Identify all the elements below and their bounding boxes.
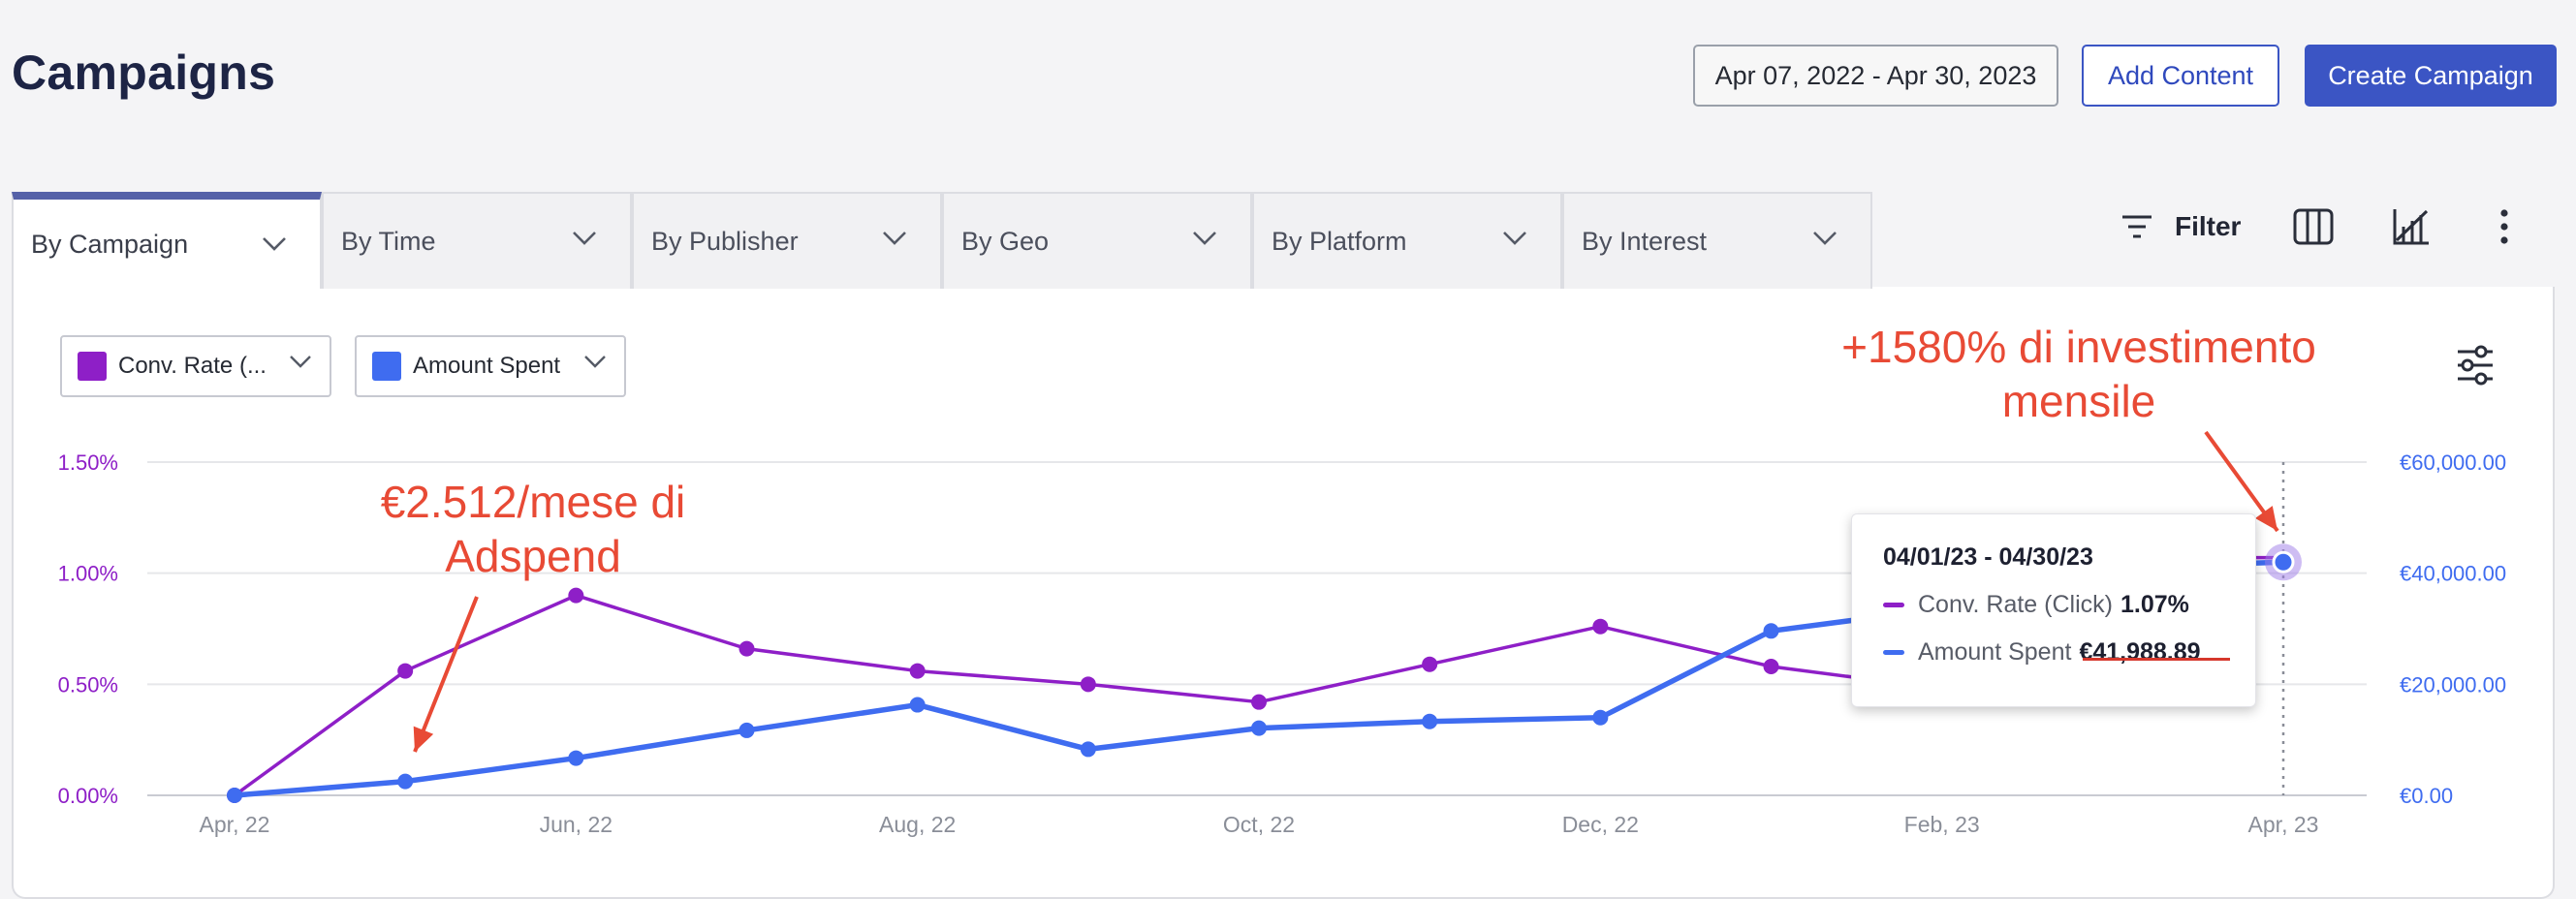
tab-by-publisher[interactable]: By Publisher	[632, 192, 942, 289]
columns-button[interactable]	[2293, 203, 2334, 250]
filter-icon	[2122, 215, 2152, 238]
chart-toggle-button[interactable]	[2392, 203, 2431, 250]
tooltip-value-underline	[2083, 658, 2230, 661]
metric-selector-label: Amount Spent	[413, 353, 561, 379]
tab-label: By Campaign	[31, 229, 189, 259]
create-campaign-button[interactable]: Create Campaign	[2305, 45, 2557, 107]
tooltip-label: Conv. Rate (Click)	[1918, 591, 2113, 618]
tab-by-interest[interactable]: By Interest	[1562, 192, 1872, 289]
annotation-right: +1580% di investimento mensile	[1841, 322, 2316, 426]
tooltip-value: 1.07%	[2120, 591, 2189, 618]
filter-button[interactable]: Filter	[2120, 203, 2241, 250]
tooltip-value: €41,988.89	[2079, 638, 2201, 666]
columns-icon	[2293, 208, 2334, 245]
tooltip-label: Amount Spent	[1918, 638, 2072, 666]
chevron-down-icon	[290, 356, 311, 368]
date-range-button[interactable]: Apr 07, 2022 - Apr 30, 2023	[1693, 45, 2058, 107]
annotation-left: €2.512/mese di Adspend	[380, 477, 686, 581]
tab-label: By Platform	[1272, 226, 1407, 256]
chart-settings-icon[interactable]	[2456, 345, 2495, 386]
tab-label: By Geo	[961, 226, 1050, 256]
page-title: Campaigns	[12, 46, 276, 100]
swatch-blue	[372, 352, 401, 381]
tab-by-platform[interactable]: By Platform	[1252, 192, 1562, 289]
more-options-button[interactable]	[2498, 203, 2510, 250]
chevron-down-icon	[584, 356, 606, 368]
add-content-button[interactable]: Add Content	[2082, 45, 2279, 107]
chevron-down-icon	[883, 232, 906, 245]
tab-label: By Publisher	[651, 226, 799, 256]
more-icon	[2500, 209, 2508, 244]
filter-label: Filter	[2175, 211, 2242, 241]
tab-by-geo[interactable]: By Geo	[942, 192, 1252, 289]
chevron-down-icon	[573, 232, 596, 245]
tooltip-legend-line	[1883, 603, 1904, 607]
tooltip-title: 04/01/23 - 04/30/23	[1883, 543, 2093, 571]
chevron-down-icon	[1503, 232, 1526, 245]
metric-selector-label: Conv. Rate (...	[118, 353, 267, 379]
tab-by-time[interactable]: By Time	[322, 192, 632, 289]
chevron-down-icon	[1193, 232, 1216, 245]
swatch-purple	[78, 352, 107, 381]
metric-selector-conv-rate[interactable]: Conv. Rate (...	[60, 335, 331, 397]
tooltip-row-amount-spent: Amount Spent €41,988.89	[1883, 638, 2224, 666]
metric-selector-amount-spent[interactable]: Amount Spent	[355, 335, 626, 397]
tab-by-campaign[interactable]: By Campaign	[12, 192, 322, 289]
chart-tooltip: 04/01/23 - 04/30/23 Conv. Rate (Click) 1…	[1851, 513, 2256, 707]
chevron-down-icon	[263, 237, 286, 251]
tooltip-row-conv-rate: Conv. Rate (Click) 1.07%	[1883, 591, 2224, 619]
chart-toggle-icon	[2393, 209, 2429, 245]
chevron-down-icon	[1813, 232, 1837, 245]
tooltip-legend-line	[1883, 650, 1904, 655]
tab-label: By Time	[341, 226, 436, 256]
tab-label: By Interest	[1582, 226, 1708, 256]
